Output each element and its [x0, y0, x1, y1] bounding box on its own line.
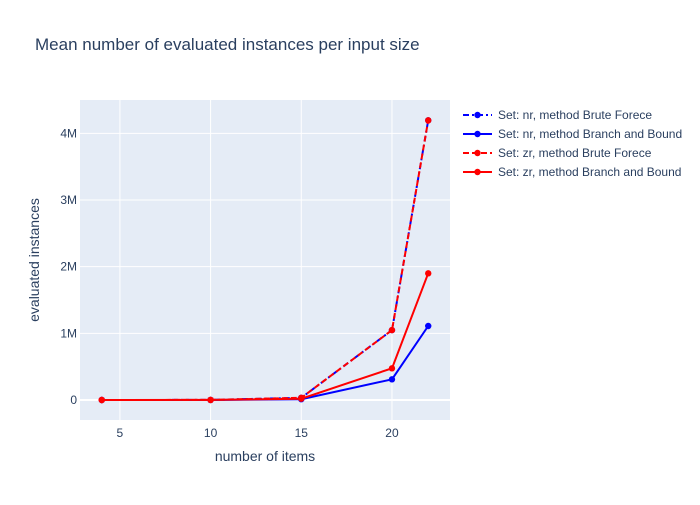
series-lines: [98, 117, 432, 404]
y-tick-label: 0: [70, 393, 77, 407]
legend-marker: [474, 149, 481, 157]
y-tick-label: 3M: [60, 193, 77, 207]
legend-item[interactable]: Set: zr, method Brute Forece: [463, 146, 652, 160]
data-point: [425, 322, 432, 330]
legend[interactable]: Set: nr, method Brute Forece Set: nr, met…: [463, 108, 682, 179]
legend-marker: [474, 111, 481, 119]
series-4: [98, 270, 432, 404]
legend-label: Set: nr, method Brute Forece: [498, 108, 652, 122]
data-point: [98, 396, 105, 404]
plot-area: [80, 100, 450, 420]
x-tick-label: 20: [385, 426, 399, 440]
data-point: [388, 326, 396, 334]
legend-item[interactable]: Set: zr, method Branch and Bound: [463, 165, 681, 179]
legend-label: Set: nr, method Branch and Bound: [498, 127, 682, 141]
y-tick-label: 4M: [60, 126, 77, 140]
y-axis-label: evaluated instances: [26, 198, 42, 322]
tick-labels: 5 10 15 20 0 1M 2M 3M 4M: [60, 126, 399, 440]
data-point: [388, 365, 396, 372]
x-axis-label: number of items: [215, 448, 315, 464]
legend-item[interactable]: Set: nr, method Branch and Bound: [463, 127, 682, 141]
y-tick-label: 1M: [60, 326, 77, 340]
data-point: [425, 270, 432, 277]
legend-label: Set: zr, method Brute Forece: [498, 146, 652, 160]
legend-label: Set: zr, method Branch and Bound: [498, 165, 681, 179]
data-point: [207, 396, 214, 404]
data-point: [298, 395, 305, 402]
data-point: [388, 376, 396, 383]
x-tick-label: 5: [117, 426, 124, 440]
legend-marker: [474, 168, 481, 176]
chart-title: Mean number of evaluated instances per i…: [35, 35, 420, 54]
y-tick-label: 2M: [60, 260, 77, 274]
data-point: [425, 117, 432, 124]
legend-marker: [474, 130, 481, 138]
x-tick-label: 15: [295, 426, 309, 440]
x-tick-label: 10: [204, 426, 218, 440]
legend-item[interactable]: Set: nr, method Brute Forece: [463, 108, 652, 122]
